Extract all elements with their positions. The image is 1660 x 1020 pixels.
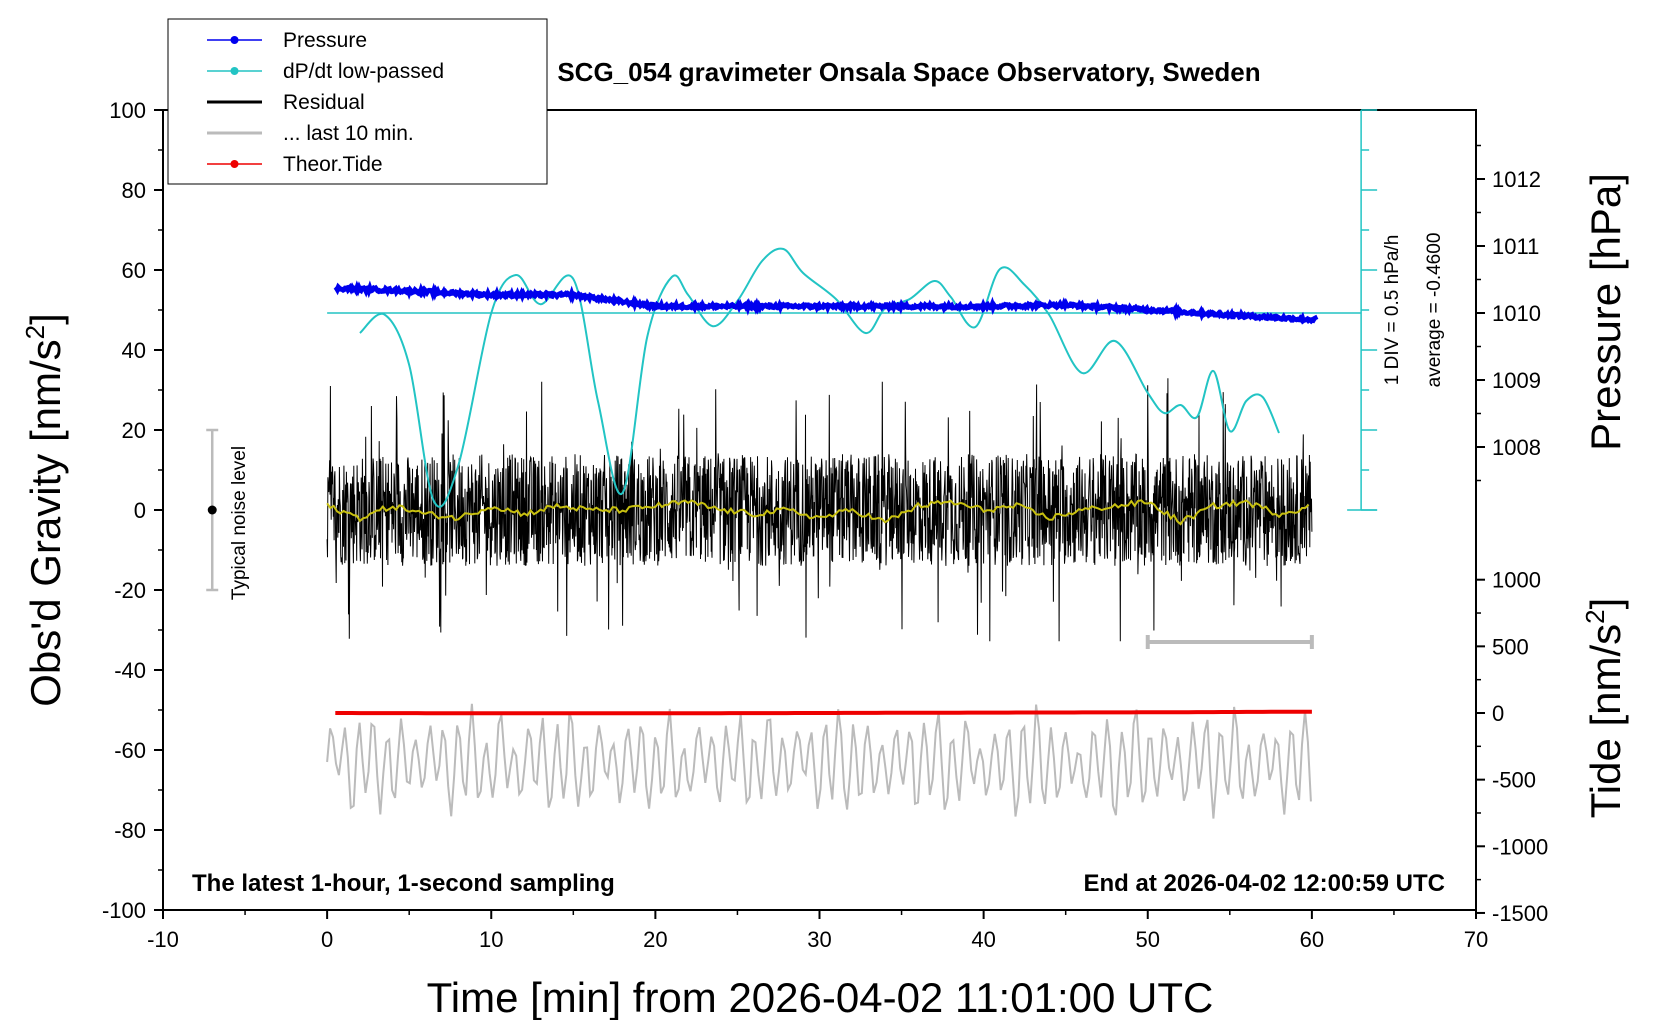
series-layer xyxy=(206,247,1362,819)
tide-tick-label: 1000 xyxy=(1492,568,1541,593)
y-axis-label-tide: Tide [nm/s2] xyxy=(1580,598,1629,819)
series-dpdt-lowpassed xyxy=(359,247,1280,508)
legend-label: Pressure xyxy=(283,29,367,52)
x-tick-label: -10 xyxy=(147,927,179,952)
legend-label: dP/dt low-passed xyxy=(283,60,444,83)
y-tick-label: 0 xyxy=(134,498,146,523)
legend-label: Theor.Tide xyxy=(283,153,383,176)
pressure-tick-label: 1010 xyxy=(1492,301,1541,326)
y-axis-label-gravity-sup: 2 xyxy=(20,325,50,339)
x-tick-label: 0 xyxy=(321,927,333,952)
y-axis-label-tide-sup: 2 xyxy=(1580,609,1610,623)
y-axis-label-gravity-end: ] xyxy=(22,313,69,325)
dpdt-average-label: average = -0.4600 xyxy=(1424,233,1445,388)
series-pressure xyxy=(333,280,1319,325)
pressure-tick-label: 1008 xyxy=(1492,435,1541,460)
series-residual xyxy=(326,378,1313,642)
legend-label: ... last 10 min. xyxy=(283,122,414,145)
legend-marker xyxy=(230,67,239,75)
x-tick-label: 10 xyxy=(479,927,503,952)
noise-level-label: Typical noise level xyxy=(229,446,250,600)
y-tick-label: -100 xyxy=(102,898,146,923)
dpdt-scale-label: 1 DIV = 0.5 hPa/h xyxy=(1382,235,1403,386)
tide-tick-label: -1500 xyxy=(1492,901,1548,926)
tide-tick-label: 500 xyxy=(1492,634,1529,659)
y-axis-label-gravity-text: Obs'd Gravity [nm/s xyxy=(22,339,69,706)
annotation-latest-hour: The latest 1-hour, 1-second sampling xyxy=(192,870,615,897)
x-tick-label: 70 xyxy=(1464,927,1488,952)
y-tick-label: -80 xyxy=(114,818,146,843)
x-tick-label: 30 xyxy=(807,927,831,952)
y-axis-label-tide-text: Tide [nm/s xyxy=(1582,624,1629,819)
y-tick-label: 40 xyxy=(122,338,146,363)
y-tick-label: -40 xyxy=(114,658,146,683)
tide-tick-label: 0 xyxy=(1492,701,1504,726)
chart-title: SCG_054 gravimeter Onsala Space Observat… xyxy=(557,57,1260,87)
tide-tick-label: -500 xyxy=(1492,768,1536,793)
pressure-tick-label: 1011 xyxy=(1492,234,1539,259)
series-residual-lowpassed xyxy=(326,498,1310,526)
legend-label: Residual xyxy=(283,91,365,114)
y-axis-label-gravity: Obs'd Gravity [nm/s2] xyxy=(20,313,69,707)
x-tick-label: 50 xyxy=(1136,927,1160,952)
x-tick-label: 60 xyxy=(1300,927,1324,952)
y-axis-label-pressure: Pressure [hPa] xyxy=(1582,173,1629,451)
legend: Pressure dP/dt low-passed Residual ... last… xyxy=(167,18,548,185)
y-tick-label: 20 xyxy=(122,418,146,443)
pressure-tick-label: 1012 xyxy=(1492,167,1541,192)
noise-level-center-dot xyxy=(207,505,217,515)
legend-marker xyxy=(230,36,239,44)
y-axis-label-tide-end: ] xyxy=(1582,598,1629,610)
y-tick-label: -60 xyxy=(114,738,146,763)
x-tick-label: 20 xyxy=(643,927,667,952)
x-axis-label: Time [min] from 2026-04-02 11:01:00 UTC xyxy=(427,974,1214,1020)
legend-marker xyxy=(230,160,239,168)
pressure-tick-label: 1009 xyxy=(1492,368,1541,393)
series-theor-tide xyxy=(335,709,1312,716)
tide-tick-label: -1000 xyxy=(1492,834,1548,859)
x-tick-label: 40 xyxy=(971,927,995,952)
ticks-layer: -10 0 10 20 30 40 50 60 70-100-80-60-40-20020406… xyxy=(102,98,1548,952)
y-tick-label: 80 xyxy=(122,178,146,203)
annotation-end-time: End at 2026-04-02 12:00:59 UTC xyxy=(1084,870,1446,897)
y-tick-label: 100 xyxy=(109,98,146,123)
y-tick-label: 60 xyxy=(122,258,146,283)
series-last-10-min xyxy=(326,703,1312,819)
y-tick-label: -20 xyxy=(114,578,146,603)
